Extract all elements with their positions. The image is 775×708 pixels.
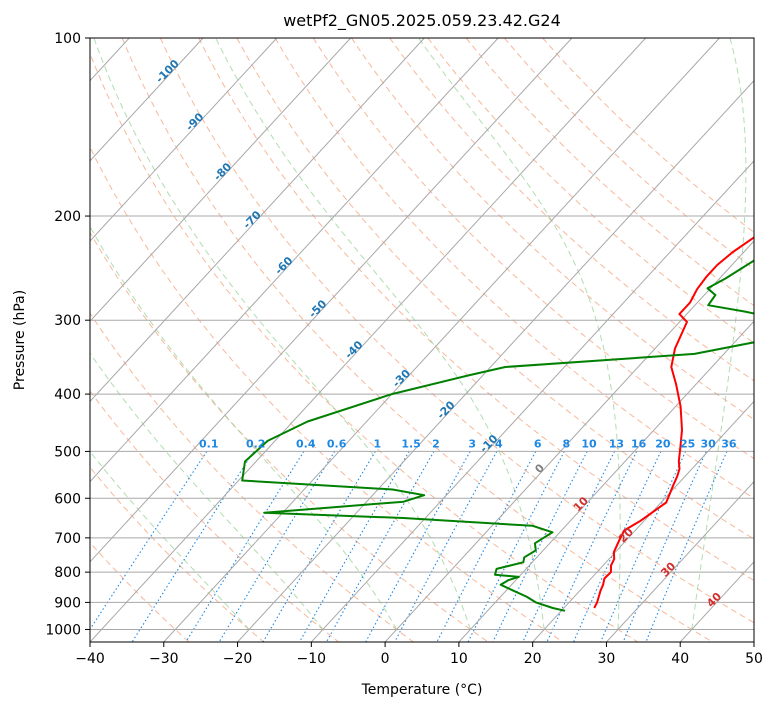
mixing-ratio-line bbox=[492, 451, 588, 642]
mixing-ratio-label: 4 bbox=[495, 437, 503, 450]
mixing-ratio-label: 1.5 bbox=[401, 437, 421, 450]
mixing-ratio-label: 30 bbox=[700, 437, 716, 450]
mixing-ratio-label: 1 bbox=[373, 437, 381, 450]
dry-adiabat-line bbox=[159, 38, 754, 624]
y-tick-label: 1000 bbox=[45, 622, 81, 638]
isotherm-gridline bbox=[458, 320, 754, 642]
mixing-ratio-line bbox=[467, 451, 565, 642]
mixing-ratio-line bbox=[185, 451, 305, 642]
dry-adiabat-line bbox=[90, 52, 639, 642]
dry-adiabat-line bbox=[90, 466, 265, 642]
isotherm-gridline bbox=[90, 38, 647, 642]
x-axis-label: Temperature (°C) bbox=[361, 682, 483, 698]
mixing-ratio-line bbox=[546, 451, 638, 642]
y-tick-label: 900 bbox=[54, 595, 81, 611]
mixing-ratio-line bbox=[522, 451, 615, 642]
mixing-ratio-label: 16 bbox=[631, 437, 647, 450]
mixing-ratio-line bbox=[573, 451, 662, 642]
dry-adiabat-line bbox=[121, 38, 713, 642]
dry-adiabat-line bbox=[312, 38, 754, 460]
dry-adiabat-line bbox=[274, 38, 754, 500]
x-tick-label: −30 bbox=[149, 651, 179, 667]
moist-adiabat-line bbox=[90, 225, 398, 630]
dry-adiabat-line bbox=[90, 231, 489, 642]
mixing-ratio-label: 0.2 bbox=[246, 437, 266, 450]
dry-adiabat-line bbox=[90, 541, 190, 642]
isotherm-gridline bbox=[90, 38, 278, 242]
x-tick-label: −20 bbox=[223, 651, 253, 667]
y-tick-label: 600 bbox=[54, 491, 81, 507]
mixing-ratio-label: 8 bbox=[562, 437, 570, 450]
x-tick-label: 40 bbox=[671, 651, 689, 667]
dry-adiabat-line bbox=[465, 38, 754, 307]
y-axis-label: Pressure (hPa) bbox=[12, 290, 28, 390]
dry-adiabat-line bbox=[90, 390, 339, 642]
moist-adiabat-line bbox=[418, 38, 621, 630]
x-tick-label: 50 bbox=[745, 651, 763, 667]
moist-adiabat-line bbox=[691, 38, 747, 630]
y-tick-label: 300 bbox=[54, 313, 81, 329]
mixing-ratio-label: 20 bbox=[655, 437, 671, 450]
isotherm-gridline bbox=[163, 38, 720, 642]
x-tick-label: 30 bbox=[598, 651, 616, 667]
mixing-ratio-label: 25 bbox=[680, 437, 695, 450]
mixing-ratio-line bbox=[394, 451, 498, 642]
isotherm-gridline bbox=[90, 38, 351, 322]
dry-adiabat-line bbox=[236, 38, 754, 540]
isotherm-gridline bbox=[90, 38, 204, 162]
plot-frame bbox=[89, 37, 755, 643]
y-tick-label: 700 bbox=[54, 531, 81, 547]
mixing-ratio-label: 0.1 bbox=[199, 437, 219, 450]
mixing-ratio-line bbox=[90, 451, 208, 631]
mixing-ratio-label: 13 bbox=[609, 437, 624, 450]
dry-adiabat-line bbox=[198, 38, 754, 582]
isotherm-gridline bbox=[606, 480, 754, 642]
y-tick-label: 800 bbox=[54, 565, 81, 581]
x-tick-label: 10 bbox=[450, 651, 468, 667]
mixing-ratio-label: 6 bbox=[534, 437, 542, 450]
mixing-ratio-line bbox=[299, 451, 410, 642]
isotherm-gridline bbox=[384, 240, 754, 642]
mixing-ratio-line bbox=[325, 451, 435, 642]
isotherm-gridline bbox=[532, 400, 754, 642]
y-tick-label: 400 bbox=[54, 387, 81, 403]
temperature-line bbox=[593, 236, 754, 609]
mixing-ratio-line bbox=[365, 451, 471, 642]
dry-adiabat-line bbox=[427, 38, 754, 344]
x-tick-label: 20 bbox=[524, 651, 542, 667]
isotherm-gridline bbox=[90, 38, 499, 483]
mixing-ratio-label: 0.6 bbox=[327, 437, 347, 450]
x-tick-label: −40 bbox=[75, 651, 105, 667]
isotherm-gridline bbox=[90, 38, 425, 403]
mixing-ratio-label: 10 bbox=[581, 437, 597, 450]
moist-adiabat-line bbox=[90, 352, 324, 630]
x-tick-label: −10 bbox=[297, 651, 327, 667]
y-tick-label: 100 bbox=[54, 31, 81, 47]
moist-adiabat-line bbox=[215, 38, 545, 630]
isotherm-gridline bbox=[90, 38, 573, 563]
mixing-ratio-line bbox=[436, 451, 537, 642]
mixing-ratio-label: 36 bbox=[721, 437, 737, 450]
y-tick-label: 200 bbox=[54, 209, 81, 225]
dewpoint-line bbox=[241, 259, 754, 612]
mixing-ratio-label: 3 bbox=[468, 437, 476, 450]
isotherm-gridline bbox=[310, 160, 754, 642]
chart-title: wetPf2_GN05.2025.059.23.42.G24 bbox=[283, 11, 561, 31]
x-tick-label: 0 bbox=[381, 651, 390, 667]
mixing-ratio-label: 2 bbox=[432, 437, 440, 450]
y-tick-label: 500 bbox=[54, 444, 81, 460]
isotherm-gridline bbox=[237, 79, 754, 642]
mixing-ratio-label: 0.4 bbox=[296, 437, 316, 450]
